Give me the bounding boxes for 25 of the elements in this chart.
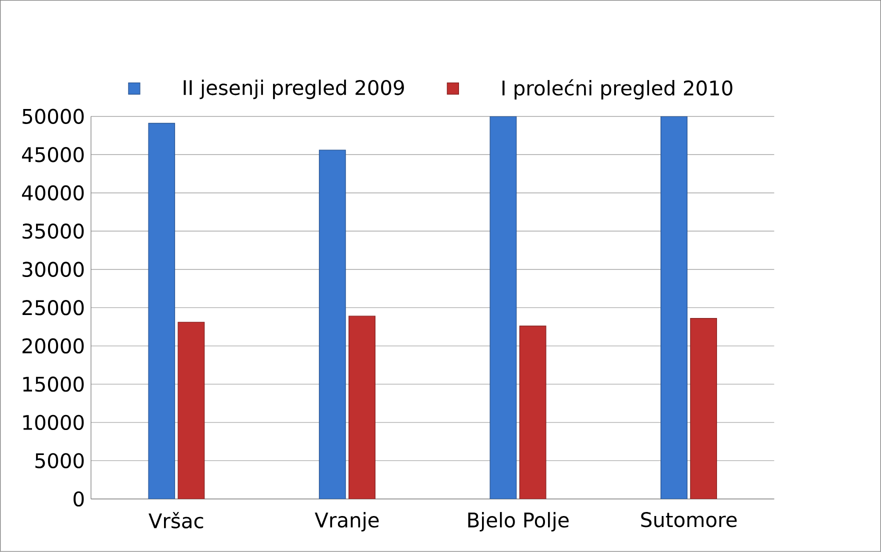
y-tick-label: 15000 <box>23 376 84 392</box>
x-tick-label: Bjelo Polje <box>468 512 569 532</box>
legend-label: II jesenji pregled 2009 <box>184 80 404 100</box>
y-tick-label: 25000 <box>22 300 84 316</box>
bar <box>178 322 205 500</box>
x-tick-label: Vranje <box>314 512 379 532</box>
x-tick-label: Sutomore <box>641 512 737 528</box>
bar <box>660 116 688 500</box>
bar <box>519 326 546 500</box>
y-tick-label: 30000 <box>22 262 84 278</box>
y-tick-label: 40000 <box>22 185 84 201</box>
y-tick-label: 5000 <box>35 453 84 468</box>
y-tick-label: 20000 <box>22 338 84 354</box>
legend-label: I prolećni pregled 2010 <box>502 79 732 100</box>
bar <box>690 318 718 500</box>
x-tick-label: Vršac <box>148 512 204 529</box>
bar <box>490 116 517 500</box>
y-tick-label: 45000 <box>22 147 84 162</box>
bar <box>348 316 376 500</box>
bar <box>318 150 346 500</box>
y-tick-label: 50000 <box>22 108 84 124</box>
bar <box>148 123 176 500</box>
y-tick-label: 35000 <box>22 224 84 239</box>
y-tick-label: 10000 <box>23 414 84 430</box>
y-tick-label: 0 <box>74 491 84 507</box>
